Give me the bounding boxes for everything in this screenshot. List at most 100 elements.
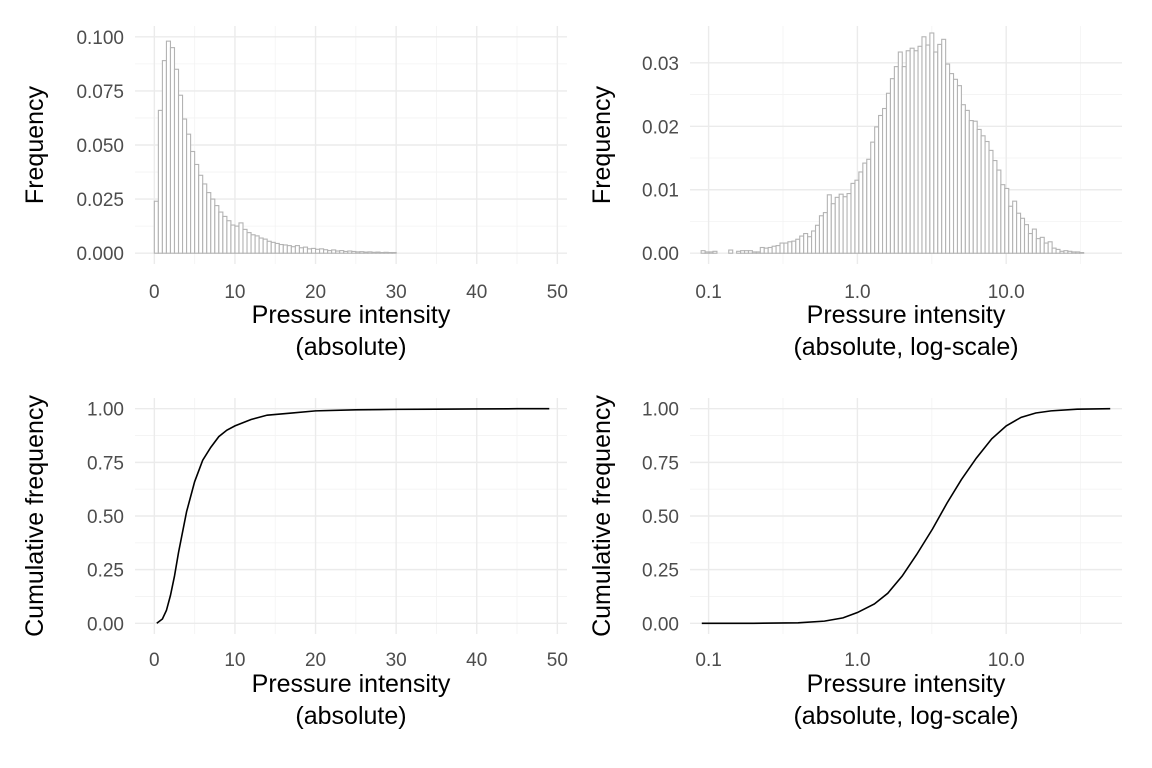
histogram-bar — [165, 40, 172, 254]
y-axis-title: Cumulative frequency — [588, 395, 616, 637]
histogram-bar — [202, 183, 208, 254]
histogram-bar — [1043, 242, 1049, 254]
histogram-bar — [913, 50, 919, 254]
histogram-bar — [173, 68, 180, 254]
histogram-bar — [387, 251, 393, 254]
histogram-bar — [700, 250, 706, 254]
histogram-bar — [282, 244, 288, 254]
histogram-bar — [206, 192, 212, 254]
histogram-bar — [858, 171, 864, 254]
histogram-bar — [1075, 251, 1081, 254]
histogram-bar — [274, 242, 280, 254]
histogram-bar — [1004, 187, 1010, 254]
y-tick-label: 0.050 — [76, 136, 124, 157]
x-tick-label: 20 — [305, 650, 326, 671]
y-tick-label: 0.075 — [76, 82, 124, 103]
histogram-bar — [343, 250, 349, 254]
histogram-bar — [984, 140, 990, 254]
histogram-bar — [363, 251, 369, 254]
histogram-bar — [787, 241, 793, 254]
y-tick-label: 0.25 — [642, 561, 679, 582]
x-tick-label: 50 — [547, 282, 568, 303]
histogram-bar — [937, 43, 943, 254]
y-tick-label: 0.03 — [642, 54, 679, 75]
histogram-bar — [791, 240, 797, 254]
histogram-bar — [838, 193, 844, 254]
histogram-bar — [383, 251, 389, 254]
histogram-bar — [153, 200, 159, 254]
histogram-bar — [866, 158, 872, 254]
x-tick-label: 10.0 — [988, 650, 1025, 671]
histogram-bar — [310, 247, 317, 254]
histogram-bar — [1079, 252, 1085, 254]
histogram-bar — [1055, 248, 1061, 254]
y-tick-label: 1.00 — [87, 400, 124, 421]
histogram-bar — [830, 203, 836, 254]
histogram-bar — [1000, 184, 1006, 254]
y-tick-label: 0.25 — [87, 561, 124, 582]
histogram-bar — [391, 251, 397, 254]
histogram-bar — [842, 196, 848, 254]
x-axis-title: Pressure intensity — [807, 301, 1006, 329]
histogram-bar — [198, 174, 204, 254]
grid — [135, 398, 567, 634]
histogram-bar — [222, 215, 228, 254]
histogram-bar — [708, 251, 714, 254]
histogram-bar — [980, 135, 986, 254]
histogram-bar — [327, 250, 333, 254]
histogram-bar — [234, 225, 240, 254]
histogram-bar — [755, 251, 761, 254]
histogram-bar — [862, 162, 868, 254]
histogram-bar — [314, 248, 321, 254]
histogram-bar — [355, 251, 361, 254]
histogram-bar — [941, 38, 947, 254]
x-axis-title: Pressure intensity — [807, 670, 1006, 698]
histogram-bar — [375, 251, 381, 254]
histogram-bar — [846, 193, 852, 254]
histogram-bar — [743, 250, 750, 254]
histogram-bar — [210, 198, 216, 254]
histogram-bar — [1047, 241, 1053, 254]
y-tick-label: 0.75 — [642, 453, 679, 474]
histogram-bar — [194, 163, 200, 254]
x-tick-label: 0 — [149, 282, 160, 303]
histogram-bar — [736, 250, 742, 254]
histogram-bar — [834, 196, 840, 254]
x-axis-subtitle: (absolute, log-scale) — [793, 333, 1018, 361]
x-tick-label: 10 — [224, 282, 245, 303]
histogram-bar — [262, 238, 268, 254]
x-tick-label: 10.0 — [988, 282, 1025, 303]
histogram-bar — [763, 247, 769, 254]
histogram-bar — [878, 114, 884, 254]
histogram-bar — [712, 250, 718, 254]
x-tick-label: 20 — [305, 282, 326, 303]
x-tick-label: 30 — [386, 650, 407, 671]
x-axis-subtitle: (absolute) — [295, 702, 406, 730]
histogram-bar — [250, 234, 256, 254]
histogram-bar — [925, 44, 931, 254]
histogram-bar — [885, 92, 891, 254]
histogram-bar — [814, 224, 821, 254]
histogram-bar — [771, 245, 777, 254]
histogram-bar — [905, 50, 911, 254]
y-tick-label: 0.75 — [87, 453, 124, 474]
histogram-bar — [1059, 250, 1065, 254]
x-tick-label: 40 — [466, 650, 487, 671]
x-tick-label: 0.1 — [695, 282, 721, 303]
histogram-bar — [367, 251, 373, 254]
histogram-bar — [254, 235, 260, 254]
histogram-bar — [811, 230, 817, 254]
histogram-bar — [226, 220, 232, 254]
histogram-bar — [270, 241, 276, 254]
y-tick-label: 0.025 — [76, 190, 124, 211]
histogram-bar — [347, 250, 353, 254]
histogram-bar — [917, 45, 923, 254]
histogram-bar — [182, 118, 188, 254]
grid — [690, 398, 1122, 634]
histogram-bar — [379, 251, 385, 254]
cdf-line — [156, 407, 550, 624]
histogram-bar — [1031, 228, 1037, 254]
histogram-bar — [803, 232, 809, 254]
x-axis-title: Pressure intensity — [252, 301, 451, 329]
